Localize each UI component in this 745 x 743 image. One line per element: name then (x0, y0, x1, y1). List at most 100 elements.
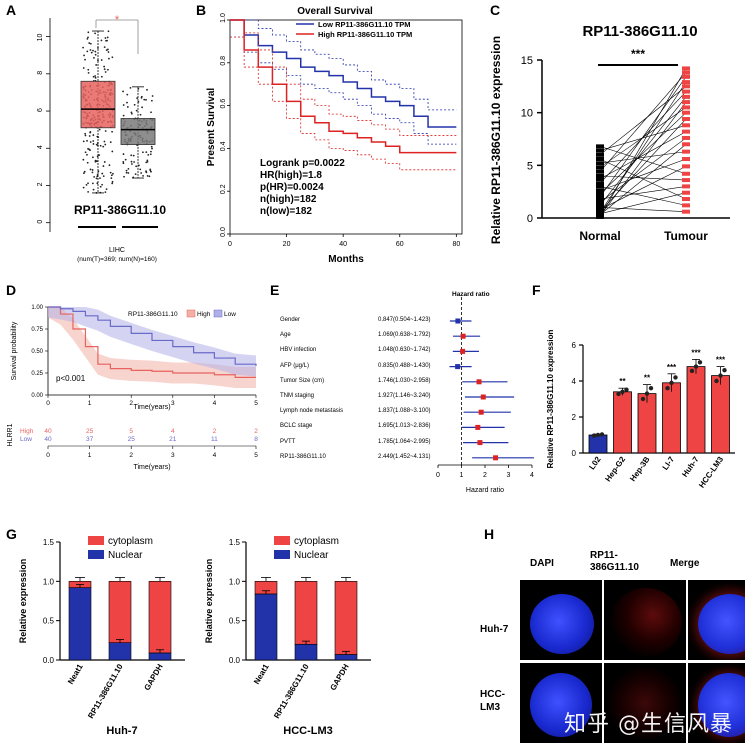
data-point (82, 67, 85, 69)
y-tick-label: 10 (521, 108, 533, 120)
data-point (140, 172, 143, 174)
sig-label: *** (716, 356, 726, 365)
normal-point (596, 173, 604, 178)
forest-variable: Age (280, 332, 291, 339)
risk-count: 40 (44, 436, 52, 443)
data-point (135, 165, 138, 168)
x-tick-label: 5 (254, 400, 258, 407)
risk-count: 40 (44, 428, 52, 435)
pair-line (599, 107, 687, 168)
tumour-point (682, 70, 690, 75)
data-point (102, 175, 105, 177)
row-hcclm3-line2: LM3 (480, 702, 500, 713)
data-point (92, 134, 95, 136)
data-point (105, 188, 108, 191)
tumour-point (682, 80, 690, 85)
pair-line (599, 76, 687, 198)
x-tick-label: LI-7 (661, 455, 677, 472)
y-tick-label: 0.5 (43, 617, 55, 626)
data-point (150, 99, 153, 102)
y-tick-label: 1.00 (31, 305, 43, 311)
survival-curve (48, 306, 257, 366)
risk-count: 25 (86, 428, 94, 435)
gene-label: RP11-386G11.10 (74, 203, 166, 217)
risk-count: 4 (171, 428, 175, 435)
tumour-point (682, 110, 690, 115)
data-point (108, 164, 111, 167)
sig-label: ** (619, 377, 626, 386)
tumour-point (682, 116, 690, 121)
risk-count: 5 (129, 428, 133, 435)
panel-label-g: G (6, 526, 17, 542)
y-tick-label: 0.0 (43, 656, 55, 665)
data-point (111, 182, 114, 185)
forest-variable: PVTT (280, 438, 296, 445)
data-point (85, 183, 88, 186)
y-axis-label: Present Survival (206, 88, 217, 167)
data-point (122, 114, 125, 117)
panel-b-survival: Overall Survival 0 20 40 60 80 0.0 0.2 0.4 0.6 0.… (206, 6, 463, 265)
pair-line (599, 112, 687, 194)
pair-line (599, 86, 687, 156)
bar-nuclear (108, 642, 132, 661)
risk-x-tick-label: 4 (213, 452, 217, 459)
replicate-point (718, 373, 723, 378)
data-point (103, 68, 106, 71)
data-point (142, 174, 144, 177)
data-point (88, 42, 91, 44)
risk-count: 25 (128, 436, 136, 443)
data-point (133, 103, 136, 106)
legend-low: Low (224, 311, 236, 318)
data-point (93, 56, 95, 59)
pair-line (599, 186, 687, 200)
pair-line (599, 131, 687, 180)
normal-point (596, 152, 604, 157)
col-rp11-line1: RP11- (590, 550, 618, 561)
data-point (107, 30, 110, 33)
data-point (106, 36, 109, 39)
data-point (88, 135, 91, 137)
y-tick-label: 0.5 (229, 617, 241, 626)
replicate-point (644, 391, 650, 396)
data-point (104, 130, 107, 132)
data-point (148, 175, 151, 178)
ci-band (48, 307, 256, 388)
normal-point (596, 191, 604, 196)
y-tick-label: 1.0 (229, 577, 241, 586)
data-point (142, 151, 144, 154)
tumour-point (682, 171, 690, 176)
data-point (86, 50, 89, 53)
normal-point (596, 157, 604, 162)
data-point (110, 174, 113, 177)
bar-nuclear (254, 593, 278, 661)
y-tick-label: 1.0 (43, 577, 55, 586)
data-point (101, 172, 104, 175)
stat-hr: HR(high)=1.8 (260, 170, 322, 181)
y-tick-label: 0.00 (31, 393, 43, 399)
y-axis-label: Relative RP11-386G11.10 expression (489, 36, 503, 244)
tumour-point (682, 129, 690, 134)
data-point (87, 68, 90, 71)
forest-hr-value: 0.847(0.504~1.423) (378, 317, 431, 323)
data-point (98, 128, 101, 131)
risk-count: 2 (254, 428, 258, 435)
tumour-point (682, 190, 690, 195)
pair-line (599, 81, 687, 213)
normal-point (596, 197, 604, 202)
bar-nuclear (148, 652, 172, 661)
y-tick-label: 0 (527, 213, 533, 225)
replicate-point (591, 433, 597, 438)
watermark: 知乎 @生信风暴 (564, 712, 733, 737)
y-tick-label: 4 (572, 377, 577, 386)
data-point (130, 112, 133, 115)
replicate-point (669, 380, 674, 385)
data-point (111, 130, 113, 133)
data-point (109, 141, 112, 144)
replicate-point (595, 432, 601, 438)
bar (662, 382, 681, 454)
row-hcclm3: HCC- LM3 (480, 688, 505, 714)
data-point (99, 144, 102, 147)
data-point (146, 159, 149, 162)
panel-g-fraction: 0.0 0.5 1.0 1.5 Relative expression cytoplasm… (18, 536, 371, 737)
stat-phr: p(HR)=0.0024 (260, 182, 324, 193)
